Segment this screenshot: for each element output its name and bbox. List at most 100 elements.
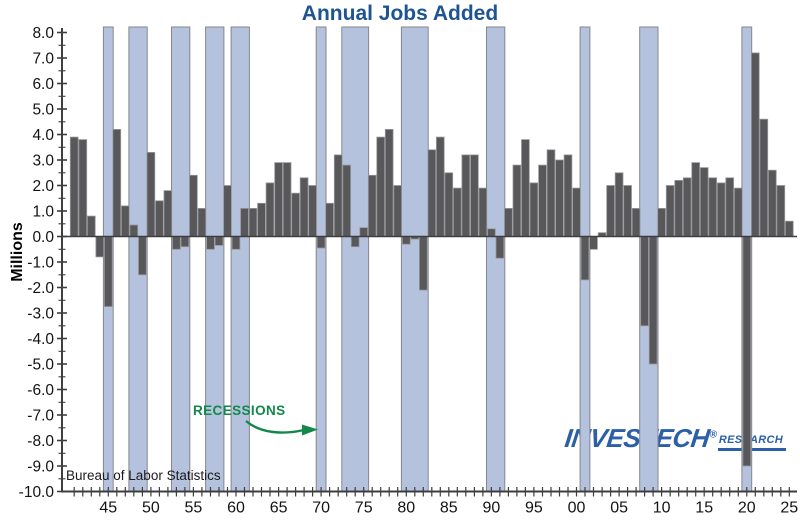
bar-1991 <box>495 236 505 259</box>
bar-2020 <box>742 236 752 467</box>
bar-1947 <box>121 205 130 237</box>
bar-1964 <box>265 182 275 237</box>
bar-2009 <box>648 236 658 365</box>
bar-2014 <box>691 162 700 237</box>
bar-2001 <box>580 236 590 281</box>
bar-2023 <box>768 169 777 237</box>
bar-1968 <box>299 177 309 237</box>
bar-1995 <box>529 182 539 237</box>
bar-1963 <box>257 202 266 237</box>
x-tick-label-10: 10 <box>653 500 671 517</box>
y-tick-label-4.0: 4.0 <box>32 127 54 144</box>
bar-1982 <box>418 236 428 291</box>
y-tick-label--9.0: -9.0 <box>27 459 54 476</box>
y-tick-label--3.0: -3.0 <box>27 306 54 323</box>
x-tick-label-80: 80 <box>397 500 415 517</box>
bar-2017 <box>716 182 726 237</box>
x-tick-label-95: 95 <box>525 500 543 517</box>
bar-2012 <box>674 179 683 237</box>
bar-1984 <box>435 136 445 237</box>
recessions-arrow-icon <box>245 420 318 436</box>
recession-band-1953-1954 <box>171 26 191 492</box>
y-tick-label--7.0: -7.0 <box>27 408 54 425</box>
bar-2025 <box>785 220 794 237</box>
bar-1988 <box>470 154 479 237</box>
bar-1954 <box>180 236 190 248</box>
bar-1967 <box>291 192 300 237</box>
bar-1944 <box>95 236 105 258</box>
bar-1978 <box>384 128 394 237</box>
x-tick-label-15: 15 <box>695 500 713 517</box>
bar-1956 <box>197 207 207 237</box>
bar-2022 <box>759 118 769 237</box>
bar-1971 <box>325 202 334 237</box>
bar-1985 <box>444 172 454 238</box>
bar-1987 <box>461 154 471 237</box>
bar-1948 <box>129 224 139 237</box>
page-title: Annual Jobs Added <box>301 2 499 25</box>
recessions-arrow-path <box>245 420 305 434</box>
bar-1945 <box>104 236 113 307</box>
bar-1946 <box>112 128 122 237</box>
bar-1960 <box>231 236 241 250</box>
bar-1992 <box>504 207 513 237</box>
x-tick-label-55: 55 <box>185 500 203 517</box>
bar-1941 <box>69 136 79 237</box>
bar-2015 <box>699 167 709 237</box>
bar-1966 <box>282 162 292 237</box>
bar-2005 <box>614 172 624 238</box>
bar-1976 <box>367 174 377 237</box>
x-tick-label-75: 75 <box>355 500 373 517</box>
y-tick-label--10.0: -10.0 <box>19 484 55 501</box>
bar-2024 <box>776 185 786 237</box>
bar-2010 <box>657 207 666 237</box>
recession-band-1973-1975 <box>341 26 370 492</box>
x-tick-label-25: 25 <box>780 500 798 517</box>
bar-1990 <box>487 228 496 237</box>
y-tick-label--6.0: -6.0 <box>27 382 54 399</box>
x-tick-label-05: 05 <box>610 500 628 517</box>
bar-1989 <box>478 187 488 237</box>
bar-1977 <box>376 136 385 237</box>
bar-2006 <box>623 185 632 237</box>
y-tick-label--4.0: -4.0 <box>27 331 54 348</box>
bar-2008 <box>640 236 649 327</box>
bar-2016 <box>708 177 717 237</box>
bar-1972 <box>333 154 343 237</box>
bar-1951 <box>155 200 164 237</box>
y-tick-label-5.0: 5.0 <box>32 102 54 119</box>
bar-1997 <box>546 149 556 237</box>
bar-1952 <box>163 190 173 237</box>
bar-1961 <box>240 207 249 237</box>
recession-band-1990-1991 <box>486 26 506 492</box>
bar-2019 <box>734 187 743 237</box>
bar-2007 <box>631 207 641 237</box>
x-tick-label-70: 70 <box>312 500 330 517</box>
bar-2004 <box>606 185 615 237</box>
y-tick-label--2.0: -2.0 <box>27 280 54 297</box>
bar-2013 <box>682 177 692 237</box>
y-tick-label-8.0: 8.0 <box>32 25 54 42</box>
recessions-arrow-head <box>302 424 318 436</box>
source-note: Bureau of Labor Statistics <box>66 468 221 483</box>
y-tick-label--1.0: -1.0 <box>27 255 54 272</box>
bar-2000 <box>572 187 581 237</box>
bar-1996 <box>538 164 547 237</box>
bar-1979 <box>393 185 402 237</box>
bar-2002 <box>589 236 598 250</box>
y-tick-label-0.0: 0.0 <box>32 229 54 246</box>
bar-2021 <box>751 52 760 237</box>
bar-1970 <box>316 236 326 249</box>
y-tick-label-7.0: 7.0 <box>32 51 54 68</box>
recession-band-1957-1958 <box>205 26 225 492</box>
bar-1959 <box>223 185 232 237</box>
x-tick-label-20: 20 <box>738 500 756 517</box>
x-tick-label-65: 65 <box>270 500 288 517</box>
bar-2018 <box>725 177 734 237</box>
bar-1949 <box>138 236 147 276</box>
bar-1943 <box>87 215 96 237</box>
bar-1965 <box>274 162 283 237</box>
bar-1975 <box>359 227 368 237</box>
recessions-label: RECESSIONS <box>193 403 286 418</box>
